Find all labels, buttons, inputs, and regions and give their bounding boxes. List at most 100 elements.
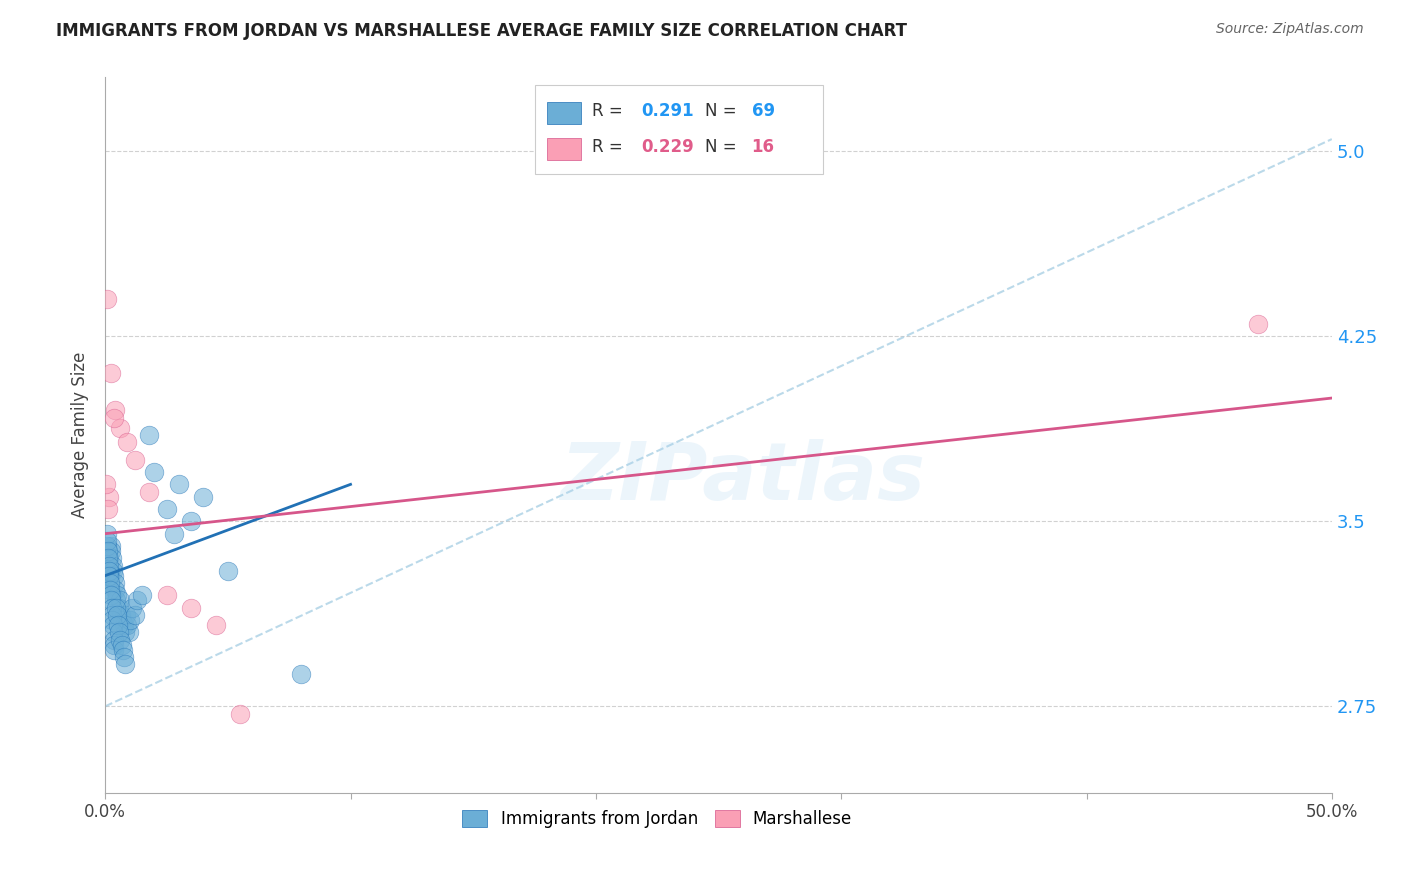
Point [103, 638, 125, 652]
Point [96, 293, 118, 307]
Point [96, 477, 118, 491]
Point [97, 544, 120, 558]
Point [117, 618, 139, 632]
Point [103, 632, 125, 647]
Point [98, 576, 121, 591]
Point [290, 667, 312, 681]
Point [101, 613, 124, 627]
Point [97, 568, 120, 582]
Point [100, 588, 122, 602]
Text: 16: 16 [752, 138, 775, 156]
Point [101, 618, 124, 632]
Point [111, 613, 134, 627]
Point [111, 642, 134, 657]
Point [117, 625, 139, 640]
Text: R =: R = [592, 102, 628, 120]
Point [110, 632, 132, 647]
Legend: Immigrants from Jordan, Marshallese: Immigrants from Jordan, Marshallese [456, 803, 859, 834]
Point [98, 564, 121, 578]
Point [104, 403, 127, 417]
Point [193, 490, 215, 504]
Point [108, 625, 131, 640]
Point [101, 564, 124, 578]
Point [96, 576, 118, 591]
Point [103, 568, 125, 582]
Point [96, 564, 118, 578]
Point [124, 608, 146, 623]
Point [101, 608, 124, 623]
Point [131, 588, 153, 602]
Point [107, 588, 129, 602]
Point [229, 706, 252, 721]
Point [98, 564, 121, 578]
Point [96, 539, 118, 553]
Point [101, 551, 124, 566]
Point [97, 558, 120, 573]
Text: 0.229: 0.229 [641, 138, 695, 156]
Point [155, 588, 177, 602]
Point [138, 428, 160, 442]
Point [97, 551, 120, 566]
Point [97, 502, 120, 516]
Text: 0.291: 0.291 [641, 102, 695, 120]
Text: ZIPatlas: ZIPatlas [561, 439, 925, 517]
Point [107, 618, 129, 632]
Point [180, 514, 202, 528]
Point [114, 657, 136, 672]
Point [96, 534, 118, 549]
Point [98, 568, 121, 582]
Point [104, 583, 127, 598]
Point [98, 583, 121, 598]
Point [127, 593, 149, 607]
Y-axis label: Average Family Size: Average Family Size [72, 351, 89, 518]
Point [114, 625, 136, 640]
Point [98, 568, 121, 582]
Point [104, 600, 127, 615]
Text: N =: N = [704, 102, 742, 120]
FancyBboxPatch shape [534, 85, 823, 174]
Point [107, 600, 129, 615]
Point [155, 502, 177, 516]
Point [108, 593, 131, 607]
Point [100, 544, 122, 558]
Point [118, 613, 141, 627]
Point [163, 526, 186, 541]
Point [103, 642, 125, 657]
Point [180, 600, 202, 615]
Point [217, 564, 239, 578]
Point [138, 484, 160, 499]
Point [97, 490, 120, 504]
Point [100, 600, 122, 615]
Point [97, 551, 120, 566]
Point [105, 608, 128, 623]
Point [110, 608, 132, 623]
Point [105, 593, 128, 607]
Point [143, 465, 166, 479]
Point [124, 452, 146, 467]
Point [103, 576, 125, 591]
Point [101, 558, 124, 573]
Point [121, 600, 143, 615]
Point [204, 618, 226, 632]
Text: 69: 69 [752, 102, 775, 120]
Point [100, 367, 122, 381]
FancyBboxPatch shape [547, 138, 581, 160]
Point [96, 526, 118, 541]
Point [111, 638, 134, 652]
Point [112, 650, 135, 665]
Point [108, 420, 131, 434]
Point [100, 593, 122, 607]
Point [103, 625, 125, 640]
Point [115, 608, 138, 623]
Point [117, 435, 139, 450]
Text: N =: N = [704, 138, 742, 156]
Text: IMMIGRANTS FROM JORDAN VS MARSHALLESE AVERAGE FAMILY SIZE CORRELATION CHART: IMMIGRANTS FROM JORDAN VS MARSHALLESE AV… [56, 22, 907, 40]
Point [167, 477, 190, 491]
Point [112, 618, 135, 632]
FancyBboxPatch shape [547, 103, 581, 124]
Text: R =: R = [592, 138, 628, 156]
Point [97, 558, 120, 573]
Text: Source: ZipAtlas.com: Source: ZipAtlas.com [1216, 22, 1364, 37]
Point [1247, 317, 1270, 331]
Point [100, 539, 122, 553]
